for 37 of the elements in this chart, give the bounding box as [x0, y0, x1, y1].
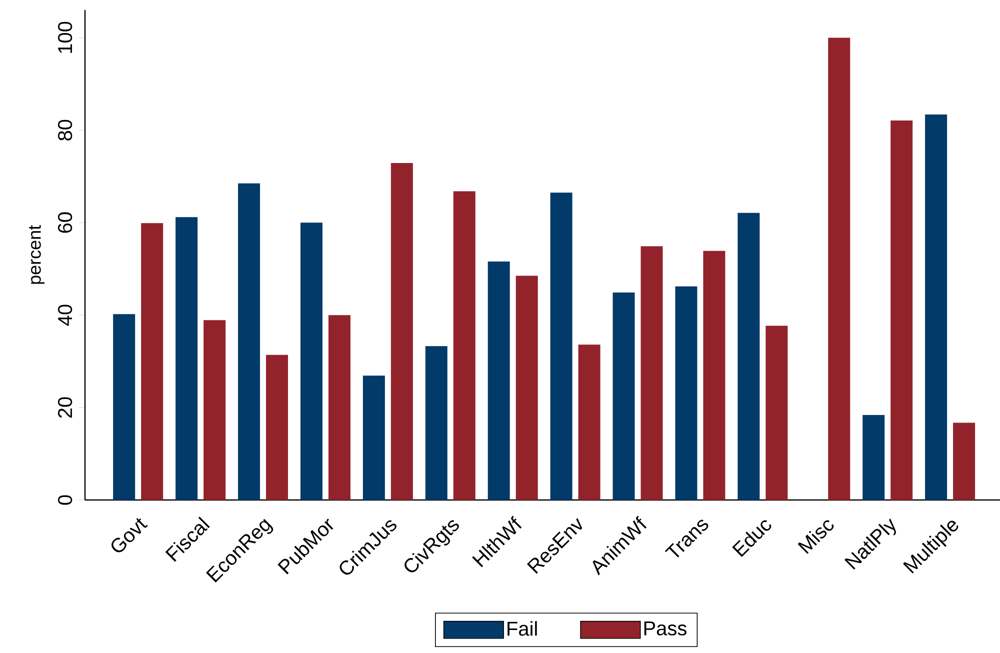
bar	[141, 223, 164, 500]
bar	[488, 261, 510, 500]
bar	[828, 38, 850, 500]
bar	[176, 217, 198, 500]
bar	[862, 414, 885, 500]
legend-label: Pass	[644, 621, 686, 636]
bar	[516, 276, 538, 500]
bar	[640, 246, 663, 500]
bar	[362, 376, 385, 500]
bar	[578, 344, 600, 500]
bar	[925, 114, 948, 500]
bar	[266, 354, 288, 500]
y-tick-label: 0	[58, 495, 72, 505]
bar	[766, 326, 788, 500]
bar	[328, 315, 350, 500]
bar	[453, 191, 476, 500]
y-tick-label: 60	[58, 212, 72, 233]
bar	[703, 250, 726, 500]
bar	[953, 422, 976, 500]
y-tick-label: 20	[58, 397, 72, 418]
bar	[890, 120, 913, 500]
bar	[390, 163, 413, 500]
bar	[550, 192, 572, 500]
y-tick-label: 80	[58, 120, 72, 140]
legend-label: Fail	[508, 621, 537, 636]
bar	[204, 320, 226, 500]
bar	[738, 212, 760, 500]
bar	[300, 222, 322, 500]
x-tick-label: Misc	[798, 520, 834, 554]
bar	[238, 183, 260, 500]
bar	[675, 286, 698, 500]
bar	[612, 292, 635, 500]
bar	[425, 346, 448, 500]
bar	[113, 314, 136, 500]
y-tick-label: 40	[58, 304, 72, 326]
y-axis-title: percent	[29, 225, 44, 284]
y-tick-label: 100	[58, 22, 72, 53]
